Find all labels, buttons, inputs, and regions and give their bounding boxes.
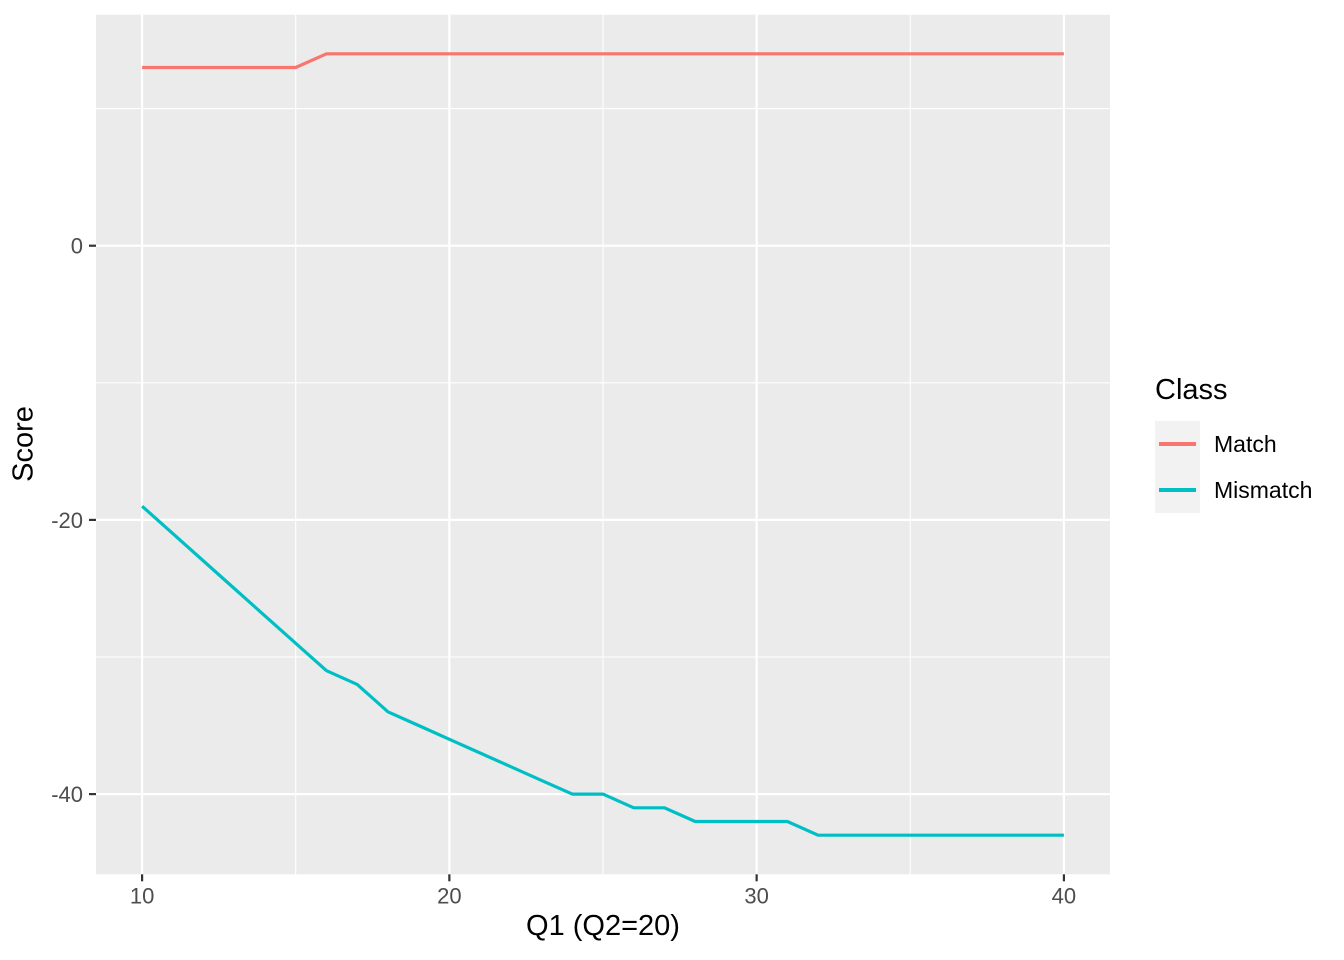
legend-title: Class: [1155, 374, 1228, 406]
match-line: [142, 52, 1064, 70]
legend: Class Match Mismatch: [1155, 374, 1312, 513]
x-tick-label: 20: [437, 883, 461, 908]
legend-key-line: [1159, 488, 1196, 492]
legend-key-swatch: [1155, 421, 1200, 467]
y-tick-label: 0: [71, 234, 83, 259]
y-tick-label: -20: [51, 508, 83, 533]
legend-label: Mismatch: [1214, 476, 1313, 503]
legend-keys: Match Mismatch: [1155, 421, 1312, 513]
legend-item-match: Match: [1155, 421, 1312, 467]
y-axis-title: Score: [7, 406, 40, 482]
x-tick-label: 30: [744, 883, 768, 908]
legend-key-line: [1159, 442, 1196, 446]
mismatch-line: [141, 505, 1064, 837]
legend-key-swatch: [1155, 467, 1200, 513]
y-tick-label: -40: [51, 782, 83, 807]
x-tick-label: 40: [1052, 883, 1076, 908]
legend-label: Match: [1214, 430, 1277, 457]
x-tick-label: 10: [130, 883, 154, 908]
legend-item-mismatch: Mismatch: [1155, 467, 1312, 513]
x-axis-title: Q1 (Q2=20): [526, 910, 680, 942]
